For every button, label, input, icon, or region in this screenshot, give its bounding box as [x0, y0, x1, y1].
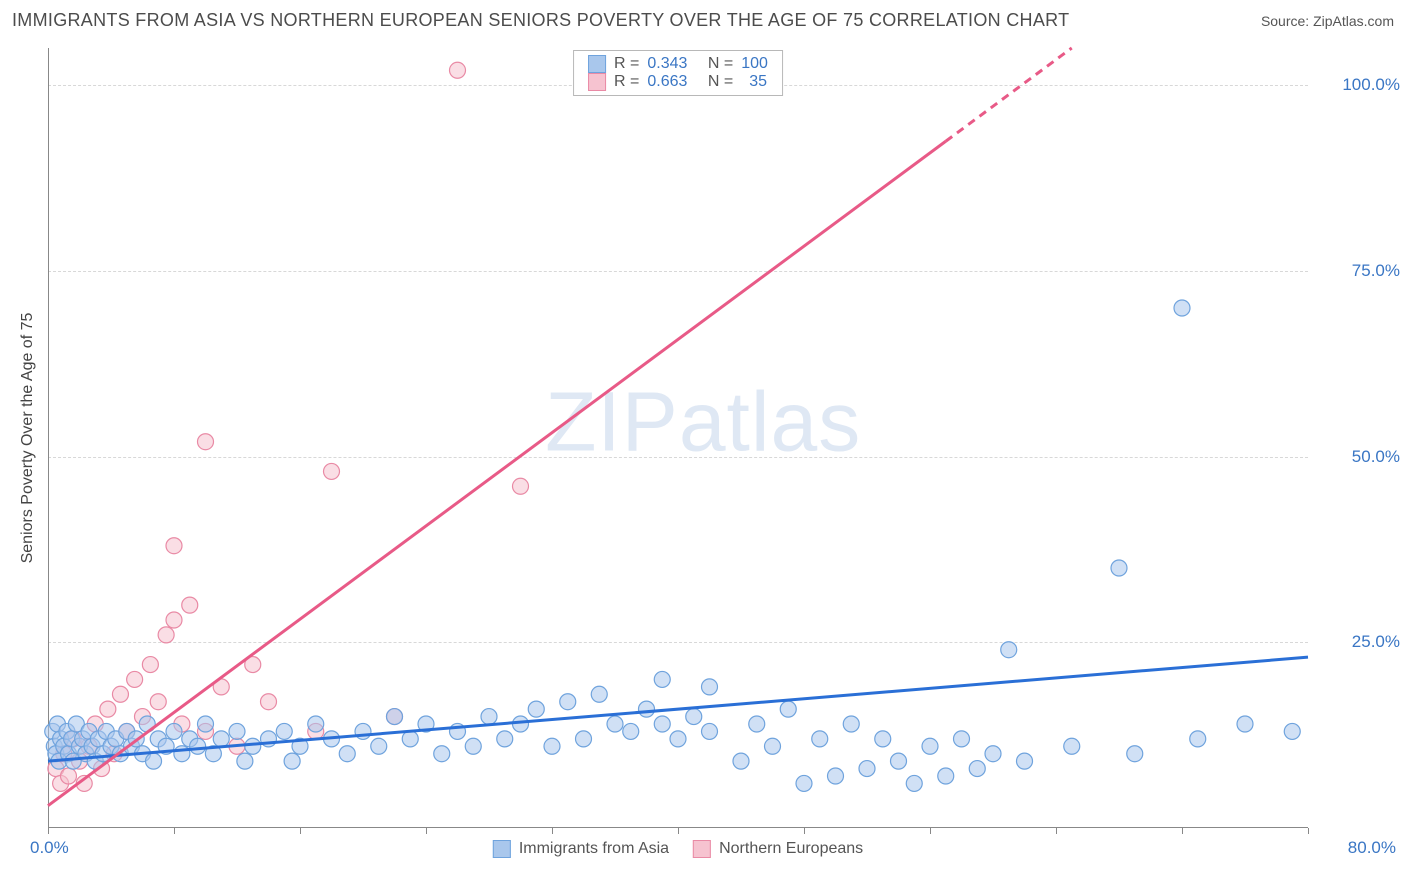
r-value-asia: 0.343: [647, 55, 687, 73]
n-value-asia: 100: [741, 55, 768, 73]
legend-swatch-neuro: [693, 840, 711, 858]
n-value-neuro: 35: [741, 73, 767, 91]
legend-swatch-asia: [493, 840, 511, 858]
swatch-neuro: [588, 73, 606, 91]
source-label: Source:: [1261, 13, 1309, 29]
plot-area: Seniors Poverty Over the Age of 75 ZIPat…: [48, 48, 1308, 828]
legend-label-asia: Immigrants from Asia: [519, 840, 669, 858]
correlation-stat-box: R = 0.343 N = 100 R = 0.663 N = 35: [573, 50, 783, 96]
n-label: N =: [708, 55, 733, 73]
scatter-svg: [48, 48, 1308, 828]
legend-label-neuro: Northern Europeans: [719, 840, 863, 858]
source-name: ZipAtlas.com: [1313, 13, 1394, 29]
y-axis-title: Seniors Poverty Over the Age of 75: [19, 313, 37, 564]
legend-item-neuro: Northern Europeans: [693, 840, 863, 858]
swatch-asia: [588, 55, 606, 73]
stat-row-asia: R = 0.343 N = 100: [588, 55, 768, 73]
r-value-neuro: 0.663: [647, 73, 687, 91]
x-axis-end-label: 80.0%: [1348, 838, 1396, 858]
chart-title: IMMIGRANTS FROM ASIA VS NORTHERN EUROPEA…: [12, 10, 1069, 31]
legend-item-asia: Immigrants from Asia: [493, 840, 669, 858]
source-attribution: Source: ZipAtlas.com: [1261, 13, 1394, 29]
r-label-2: R =: [614, 73, 639, 91]
y-tick-label: 50.0%: [1320, 447, 1400, 467]
r-label: R =: [614, 55, 639, 73]
bottom-legend: Immigrants from Asia Northern Europeans: [493, 840, 863, 858]
stat-row-neuro: R = 0.663 N = 35: [588, 73, 768, 91]
n-label-2: N =: [708, 73, 733, 91]
x-axis-start-label: 0.0%: [30, 838, 69, 858]
y-tick-label: 75.0%: [1320, 261, 1400, 281]
y-tick-label: 25.0%: [1320, 632, 1400, 652]
y-tick-label: 100.0%: [1320, 75, 1400, 95]
